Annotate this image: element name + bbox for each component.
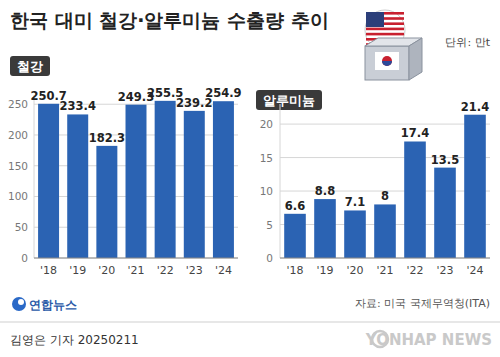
chart-title: 철강	[17, 59, 43, 74]
x-tick-label: '24	[466, 264, 483, 277]
data-label: 254.9	[205, 86, 241, 100]
title: 한국 대미 철강·알루미늄 수출량 추이	[10, 9, 329, 31]
tick-label: 200	[8, 129, 28, 141]
flag-kr-circle	[382, 56, 392, 66]
tick-label: 0	[266, 252, 273, 264]
logo: 연합뉴스	[12, 297, 77, 312]
bar	[213, 101, 234, 258]
bar	[126, 105, 147, 258]
tick-label: 250	[8, 98, 28, 110]
tick-label: 150	[8, 160, 28, 172]
unit: 단위: 만t	[445, 36, 490, 49]
credit: 김영은 기자 20250211	[10, 333, 139, 347]
tick-label: 100	[8, 190, 28, 202]
tick-label: 5	[266, 219, 273, 231]
x-tick-label: '18	[40, 264, 57, 277]
chart-title: 알루미늄	[263, 93, 315, 108]
background	[0, 0, 500, 357]
chart: 철강050100150200250250.7233.4182.3249.3255…	[8, 56, 242, 277]
y-axis	[280, 104, 281, 258]
flag-kr-half	[382, 61, 392, 66]
x-tick-label: '22	[406, 264, 423, 277]
logo-mark	[12, 297, 26, 311]
logo-mark-inner	[18, 299, 24, 305]
chart: 알루미늄 0 5 10 15 20 6.6 8.8 7.1 8 17.413.5 21.4 '18 '19…	[256, 90, 490, 277]
icon	[365, 10, 422, 80]
x-tick-label: '19	[316, 264, 333, 277]
bar	[67, 114, 88, 258]
bar	[96, 146, 117, 258]
logo-text: 연합뉴스	[29, 298, 77, 312]
data-label: 6.6	[285, 199, 305, 213]
grid-line	[34, 258, 238, 259]
bar	[38, 104, 59, 258]
tick-label: 20	[260, 118, 273, 130]
x-axis	[34, 258, 238, 259]
flag-stripe	[366, 28, 404, 31]
container-side	[409, 38, 422, 80]
x-tick-label: '22	[157, 264, 174, 277]
x-tick-label: '20	[346, 264, 363, 277]
data-label: 17.4	[401, 126, 429, 140]
data-label: 7.1	[345, 195, 365, 209]
bar	[155, 101, 176, 258]
data-label: 182.3	[89, 131, 125, 145]
chart-title-box: 알루미늄	[256, 90, 322, 110]
bars	[284, 115, 486, 258]
bar	[404, 141, 426, 258]
canvas: 한국 대미 철강·알루미늄 수출량 추이단위: 만t철강050100150200…	[0, 0, 500, 357]
bar	[434, 168, 456, 258]
labels: 6.6 8.8 7.1 8 17.413.5 21.4	[285, 100, 489, 213]
data-label: 8.8	[315, 184, 335, 198]
tick-label: 0	[21, 252, 28, 264]
grid-line	[280, 124, 490, 125]
grid-line	[280, 258, 490, 259]
bar	[464, 115, 486, 258]
tick-label: 15	[260, 152, 273, 164]
separator	[0, 322, 500, 323]
title-box	[256, 90, 322, 110]
bar	[284, 214, 306, 258]
y-axis	[34, 95, 35, 258]
x-tick-label: '23	[436, 264, 453, 277]
bar	[344, 210, 366, 258]
data-label: 233.4	[60, 99, 96, 113]
x-tick-label: '19	[69, 264, 86, 277]
x-tick-label: '24	[215, 264, 232, 277]
flag-stripe	[366, 33, 404, 36]
x-tick-label: '23	[186, 264, 203, 277]
flag-canton	[366, 12, 384, 27]
tick-label: 10	[260, 185, 273, 197]
chart-title-box: 철강	[10, 56, 50, 76]
watermark-text: YONHAP NEWS	[365, 331, 492, 349]
x-tick-label: '18	[286, 264, 303, 277]
watermark: YONHAP NEWS	[365, 331, 492, 349]
flag-kr	[375, 52, 399, 70]
bar	[184, 111, 205, 258]
title-box	[10, 56, 50, 76]
x-tick-label: '21	[127, 264, 144, 277]
tick-label: 50	[15, 221, 28, 233]
bar	[374, 204, 396, 258]
data-label: 8	[381, 189, 389, 203]
bar	[314, 199, 336, 258]
source: 자료: 미국 국제무역청(ITA)	[355, 297, 490, 310]
labels: 250.7233.4182.3249.3255.5239.2254.9	[30, 86, 241, 145]
x-tick-label: '20	[98, 264, 115, 277]
x-axis	[280, 258, 490, 259]
container	[365, 46, 409, 80]
data-label: 21.4	[461, 100, 489, 114]
x-tick-label: '21	[376, 264, 393, 277]
bars	[38, 101, 234, 258]
data-label: 13.5	[431, 153, 459, 167]
